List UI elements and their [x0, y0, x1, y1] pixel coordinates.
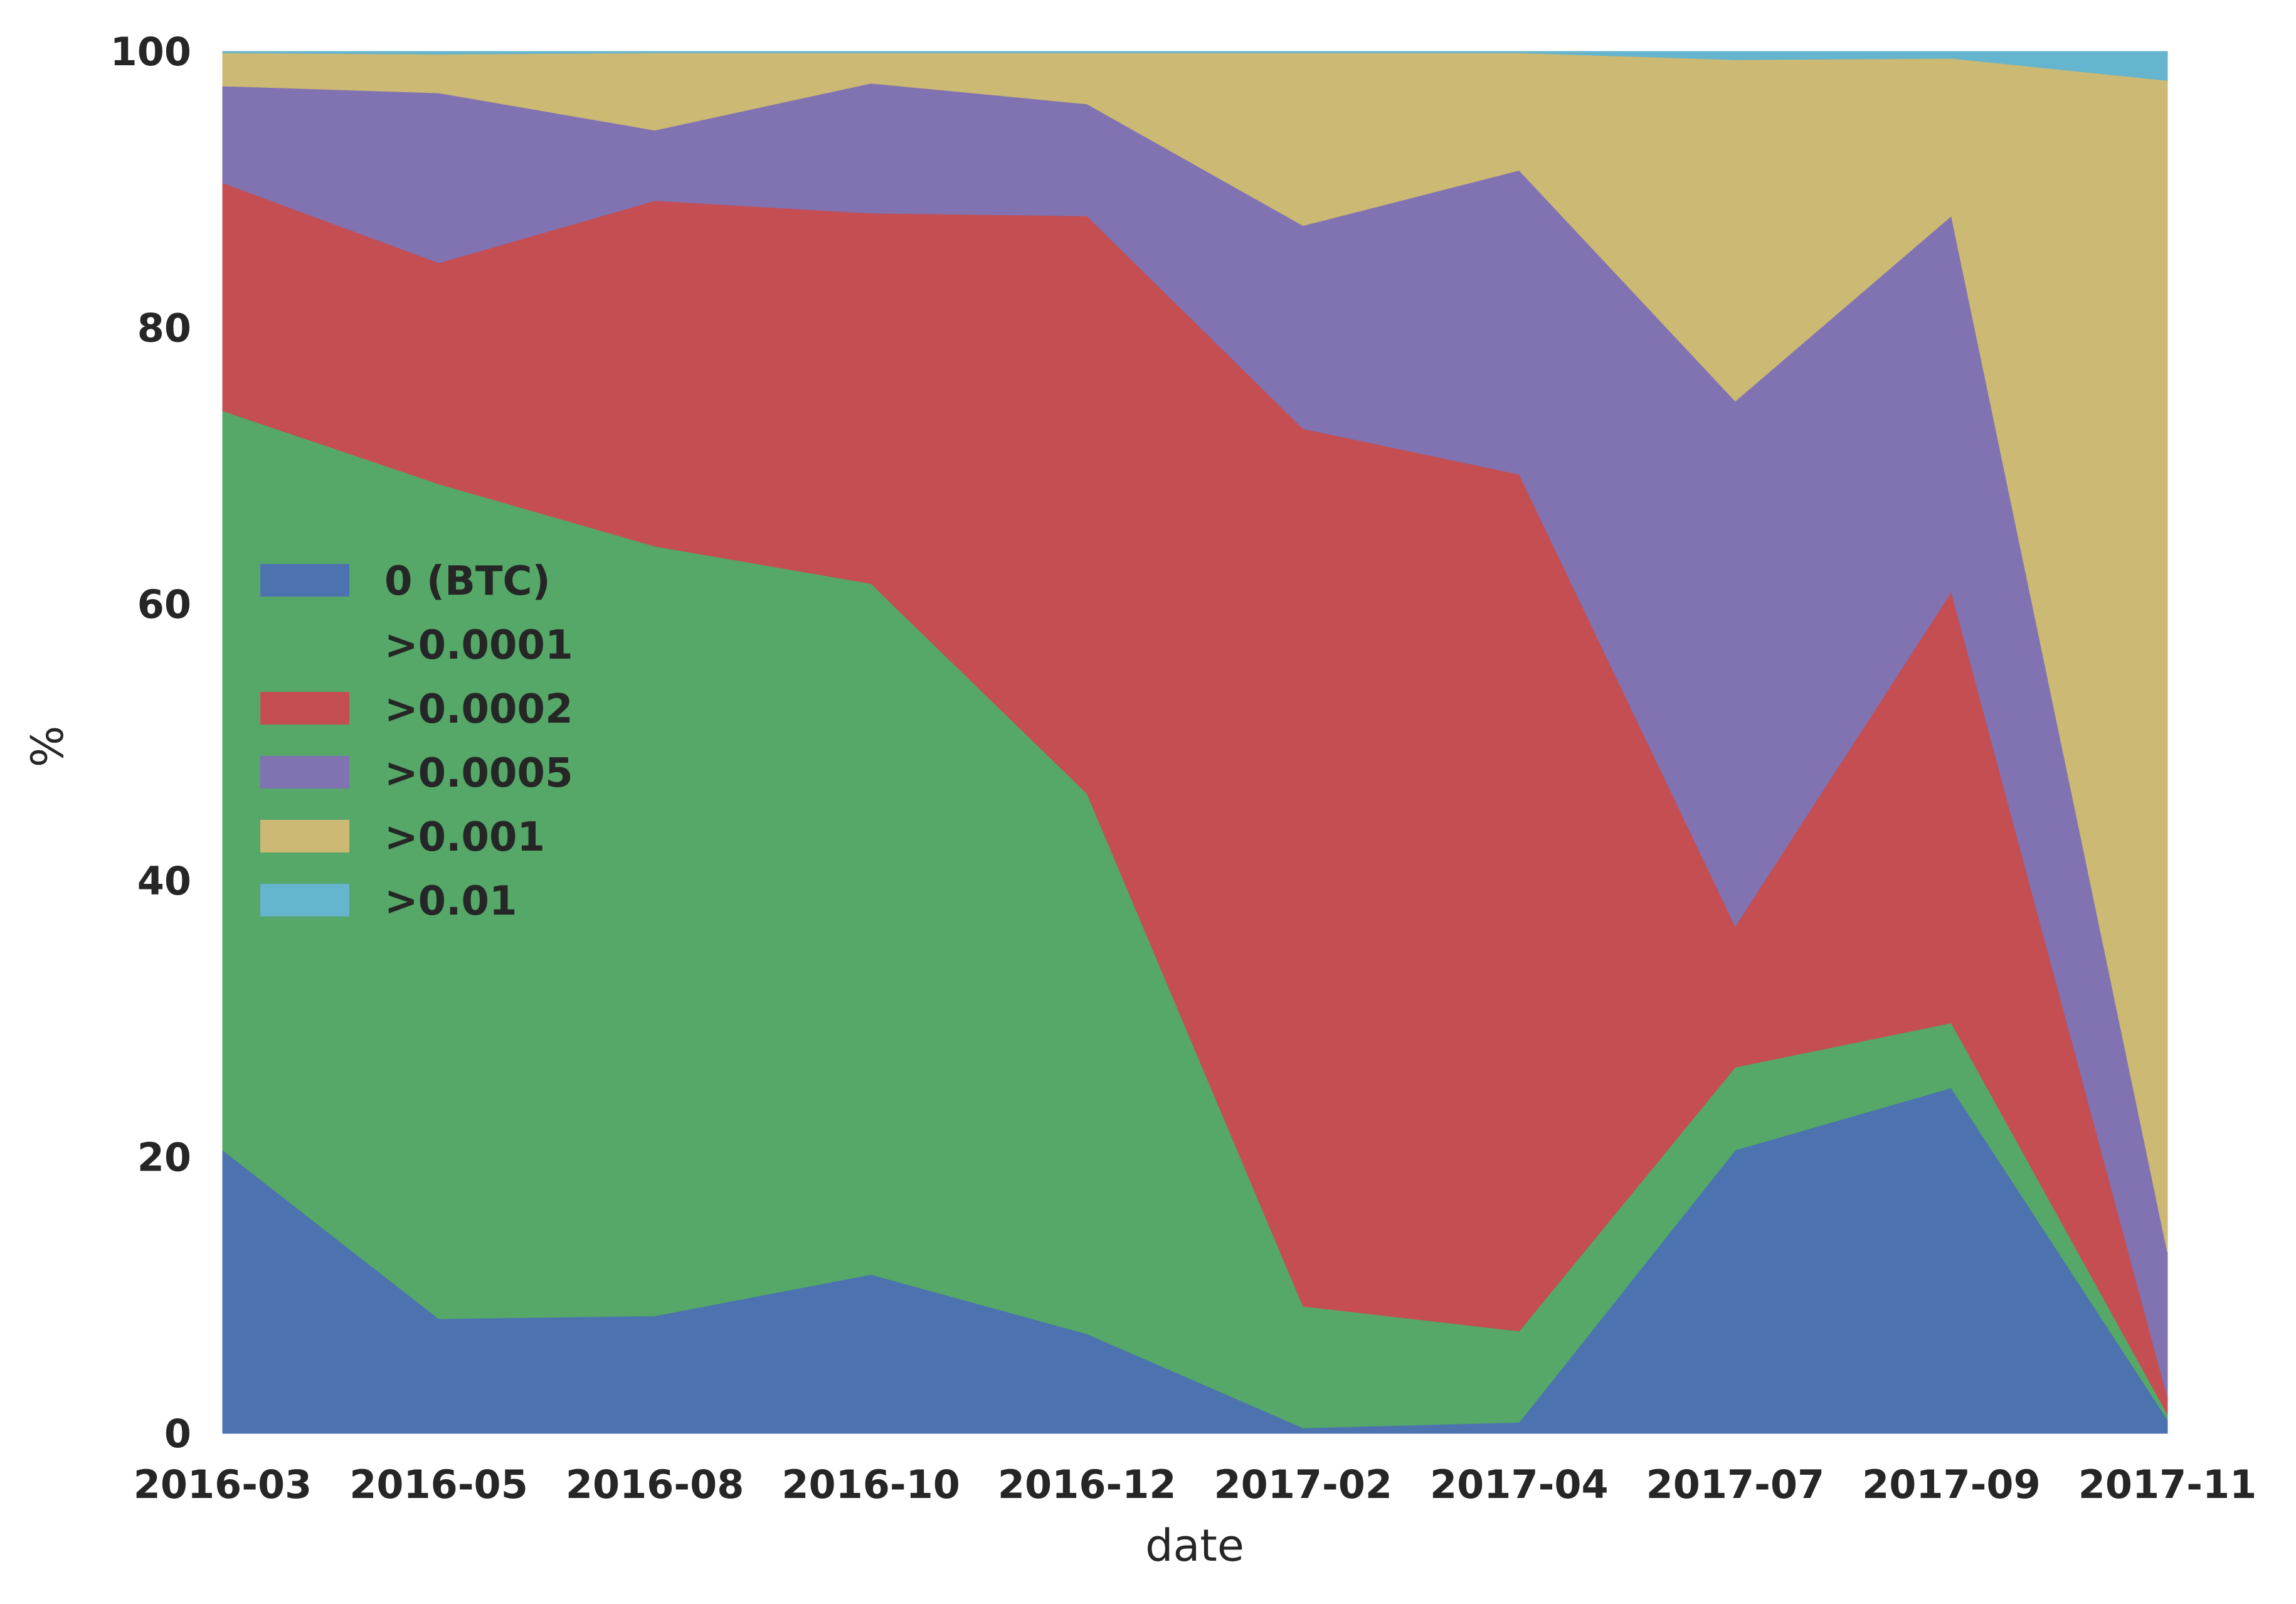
x-tick-label: 2016-03: [134, 1462, 312, 1507]
x-tick-label: 2017-02: [1214, 1462, 1392, 1507]
y-tick-label: 100: [110, 29, 191, 75]
legend-swatch-4: [260, 820, 349, 852]
y-tick-label: 20: [137, 1134, 191, 1180]
x-tick-label: 2016-08: [566, 1462, 744, 1507]
y-axis-ticks: 0 20 40 60 80 100: [110, 29, 191, 1457]
legend-swatch-2: [260, 692, 349, 725]
area-series-5: [222, 51, 2168, 81]
legend-swatch-5: [260, 884, 349, 916]
legend-swatch-0: [260, 564, 349, 597]
legend-label-0: 0 (BTC): [384, 558, 551, 605]
y-tick-label: 40: [137, 858, 191, 904]
y-tick-label: 80: [137, 305, 191, 351]
x-axis-label: date: [1145, 1520, 1244, 1571]
y-axis-label: %: [22, 726, 73, 768]
legend-swatch-1: [260, 628, 349, 661]
x-tick-label: 2017-07: [1646, 1462, 1825, 1507]
x-tick-label: 2016-12: [998, 1462, 1177, 1507]
area-layers: [222, 51, 2168, 1434]
legend-label-4: >0.001: [384, 814, 545, 861]
legend-label-2: >0.0002: [384, 686, 573, 733]
legend-label-3: >0.0005: [384, 750, 573, 797]
x-axis-ticks: 2016-03 2016-05 2016-08 2016-10 2016-12 2017-…: [134, 1462, 2257, 1507]
y-tick-label: 60: [137, 582, 191, 627]
legend: 0 (BTC) >0.0001 >0.0002 >0.0005 >0.001 >0.01: [260, 558, 573, 925]
legend-label-1: >0.0001: [384, 622, 573, 669]
x-tick-label: 2017-11: [2078, 1462, 2257, 1507]
legend-label-5: >0.01: [384, 878, 517, 925]
x-tick-label: 2017-04: [1430, 1462, 1609, 1507]
x-tick-label: 2016-10: [781, 1462, 960, 1507]
x-tick-label: 2016-05: [349, 1462, 528, 1507]
legend-swatch-3: [260, 756, 349, 789]
y-tick-label: 0: [164, 1411, 191, 1457]
x-tick-label: 2017-09: [1862, 1462, 2041, 1507]
